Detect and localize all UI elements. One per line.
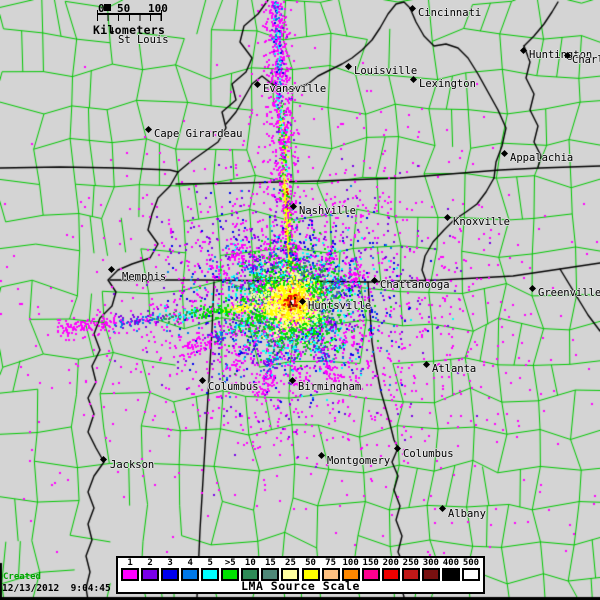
legend-swatch-150	[361, 568, 380, 581]
city-label-columbus: Columbus	[208, 381, 259, 393]
scale-bar	[97, 10, 162, 21]
legend-value-400: 400	[442, 558, 460, 568]
city-label-chattanooga: Chattanooga	[380, 279, 450, 291]
city-label-huntsville: Huntsville	[308, 300, 372, 312]
city-label-memphis: Memphis	[122, 271, 167, 283]
city-label-lexington: Lexington	[419, 78, 476, 90]
legend-value-250: 250	[402, 558, 419, 568]
city-label-atlanta: Atlanta	[432, 363, 477, 375]
legend-swatch-3	[161, 568, 180, 581]
city-label-greenville: Greenville	[538, 287, 600, 299]
legend-value-50: 50	[305, 558, 316, 568]
legend-value-15: 15	[264, 558, 276, 568]
legend-value-300: 300	[422, 558, 439, 568]
city-label-cape-girardeau: Cape Girardeau	[154, 128, 243, 140]
legend-swatch-10	[241, 568, 260, 581]
legend-value-3: 3	[167, 558, 173, 568]
city-label-columbus: Columbus	[403, 448, 454, 460]
legend-swatch-200	[381, 568, 400, 581]
city-label-st-louis: St Louis	[118, 34, 169, 46]
city-label-appalachia: Appalachia	[510, 152, 574, 164]
legend-value-500: 500	[462, 558, 480, 568]
legend-value-100: 100	[342, 558, 359, 568]
city-label-knoxville: Knoxville	[453, 216, 510, 228]
legend-swatch-50	[301, 568, 320, 581]
legend-swatch-300	[421, 568, 440, 581]
legend-swatch-15	[261, 568, 280, 581]
legend-title: LMA Source Scale	[241, 579, 360, 593]
city-label-albany: Albany	[448, 508, 486, 520]
scale-unit-label: Kilometers	[93, 23, 166, 37]
lma-source-scale-legend: 1 2 3 4 5 >5 10 15 25 50 75 100 150 200 250 300 400 500 L…	[116, 556, 485, 594]
legend-swatch-25	[281, 568, 300, 581]
legend-value-200: 200	[382, 558, 399, 568]
legend-swatch-250	[401, 568, 420, 581]
legend-value-4: 4	[187, 558, 193, 568]
created-timestamp: 12/13/2012 9:04:45	[2, 583, 111, 594]
legend-value-10: 10	[244, 558, 256, 568]
legend-swatch-4	[181, 568, 200, 581]
legend-swatch-100	[341, 568, 360, 581]
legend-value-75: 75	[325, 558, 336, 568]
created-label: Created	[3, 572, 41, 582]
legend-value-25: 25	[285, 558, 296, 568]
city-label-cincinnati: Cincinnati	[418, 7, 482, 19]
city-label-huntington: Huntington	[529, 49, 593, 61]
legend-value-1: 1	[127, 558, 133, 568]
legend-swatches-row	[120, 568, 481, 581]
scale-label-0: 0	[98, 2, 105, 15]
city-label-louisville: Louisville	[354, 65, 418, 77]
legend-value-5: 5	[207, 558, 213, 568]
legend-swatch-75	[321, 568, 340, 581]
legend-swatch-5	[201, 568, 220, 581]
city-label-jackson: Jackson	[110, 459, 155, 471]
city-label-charl: Charl	[572, 54, 600, 66]
legend-labels-row: 1 2 3 4 5 >5 10 15 25 50 75 100 150 200 250 300 400 500	[120, 558, 481, 568]
scale-label-50: 50	[117, 2, 131, 15]
legend-swatch-400	[441, 568, 460, 581]
legend-value-gt5: >5	[224, 558, 236, 568]
legend-value-150: 150	[362, 558, 379, 568]
city-label-evansville: Evansville	[263, 83, 327, 95]
city-label-birmingham: Birmingham	[298, 381, 362, 393]
city-label-nashville: Nashville	[299, 205, 356, 217]
legend-swatch-2	[141, 568, 160, 581]
scale-label-100: 100	[148, 2, 168, 15]
city-marker-st-louis: ↓	[109, 23, 116, 36]
city-label-montgomery: Montgomery	[327, 455, 391, 467]
legend-swatch-500	[461, 568, 480, 581]
legend-swatch-1	[121, 568, 140, 581]
legend-swatch-gt5	[221, 568, 240, 581]
station-marker	[104, 4, 111, 11]
legend-value-2: 2	[147, 558, 153, 568]
